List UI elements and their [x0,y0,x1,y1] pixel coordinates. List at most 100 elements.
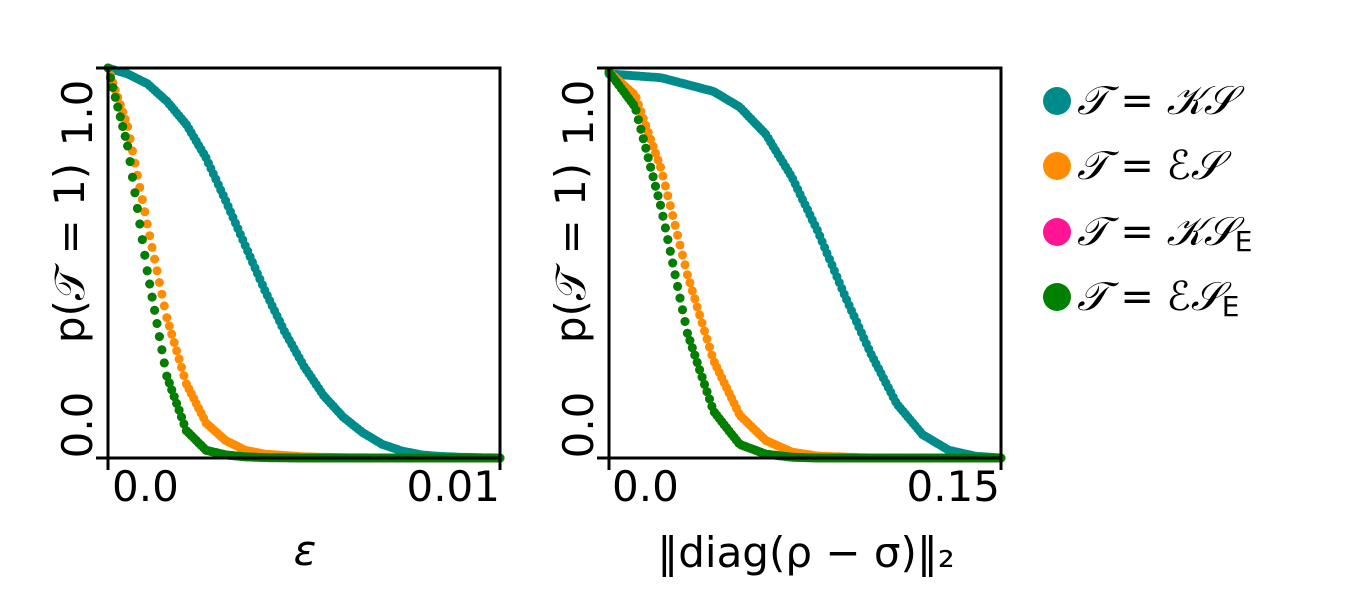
data-point [159,301,169,311]
y-tick-label-right-1: 1.0 [554,80,603,147]
legend-entry-ks: 𝒯 = 𝒦𝒮 [1043,78,1245,124]
data-point [692,302,702,312]
data-point [150,254,160,264]
series-ks-e-right [604,67,1006,463]
data-point [113,102,123,112]
data-point [159,358,169,368]
series-es-left [103,63,505,463]
series-ks-left [103,63,505,463]
data-point [646,162,656,172]
data-point [633,115,643,125]
data-point [653,191,663,201]
data-point [651,181,660,191]
data-point [690,294,700,304]
data-point [179,371,189,381]
data-point [675,293,685,303]
data-point [680,317,690,326]
data-point [690,350,700,360]
data-point [147,242,157,252]
legend: 𝒯 = 𝒦𝒮 𝒯 = ℰ𝒮 𝒯 = 𝒦𝒮E 𝒯 = ℰ𝒮E [1043,78,1252,323]
legend-label-ks: 𝒯 = 𝒦𝒮 [1077,78,1245,124]
data-point [172,346,182,356]
data-point [658,171,668,181]
data-point [660,223,670,233]
data-point [108,83,118,92]
legend-label-es-e: 𝒯 = ℰ𝒮E [1077,274,1239,323]
data-point [680,260,690,270]
y-axis-label-left: p(𝒯 = 1) [45,163,94,343]
plot-area-left [103,63,505,463]
data-point [697,318,707,328]
data-point [705,394,714,404]
data-point [167,329,177,339]
data-point [670,270,680,280]
data-point [685,336,695,345]
y-tick-label-right-0: 0.0 [554,392,603,459]
data-point [638,134,648,144]
data-point [179,419,189,429]
legend-marker-es [1043,152,1071,180]
legend-entry-ks-e: 𝒯 = 𝒦𝒮E [1043,209,1252,258]
data-point [152,319,162,328]
data-point [145,279,155,289]
data-point [660,181,670,191]
y-axis-label-right: p(𝒯 = 1) [546,163,595,343]
data-point [665,246,675,256]
data-point [174,354,184,364]
data-point [162,371,172,381]
data-point [130,188,140,198]
data-point [140,250,150,260]
data-point [150,305,160,315]
data-point [140,207,150,217]
data-point [643,127,653,137]
legend-entry-es: 𝒯 = ℰ𝒮 [1043,143,1232,189]
data-point [685,278,695,288]
data-point [648,172,658,182]
data-point [675,240,685,250]
legend-label-es-e-prefix: 𝒯 = ℰ𝒮 [1077,274,1232,320]
data-point [110,92,120,102]
data-point [132,203,142,213]
plot-area-right [604,67,1006,463]
data-point [700,326,709,336]
data-point [137,235,147,245]
data-point [154,332,164,342]
legend-marker-es-e [1043,283,1071,311]
data-point [663,235,673,245]
panel-right: 0.0 0.15 0.0 1.0 p(𝒯 = 1) ‖diag(ρ − σ)‖₂ [546,66,1006,577]
data-point [118,122,128,131]
data-point [128,172,137,182]
data-point [678,305,687,315]
data-point [115,112,125,122]
data-point [162,313,172,323]
data-point [668,211,678,220]
data-point [702,387,712,397]
x-tick-label-left-0: 0.0 [112,462,179,511]
legend-marker-ks [1043,87,1071,115]
data-point [656,200,665,210]
data-point [636,124,646,134]
legend-label-ks-e-subscript: E [1235,225,1253,258]
y-tick-label-left-0: 0.0 [53,392,102,459]
legend-label-es-e-subscript: E [1222,290,1240,323]
legend-label-ks-e: 𝒯 = 𝒦𝒮E [1077,209,1252,258]
data-point [678,250,687,260]
data-point [687,286,697,296]
data-point [177,362,186,372]
data-point [157,289,167,299]
data-point [653,155,663,165]
data-point [692,357,702,367]
x-tick-label-left-1: 0.01 [406,462,500,511]
y-tick-label-left-1: 1.0 [53,80,102,147]
legend-entry-es-e: 𝒯 = ℰ𝒮E [1043,274,1239,323]
data-point [673,281,683,291]
data-point [125,157,135,167]
data-point [702,334,712,344]
data-point [670,220,680,230]
series-es-e-left [103,63,505,463]
data-point [169,392,179,402]
data-point [695,365,705,375]
data-point [705,342,714,352]
legend-label-ks-e-prefix: 𝒯 = 𝒦𝒮 [1077,209,1245,255]
